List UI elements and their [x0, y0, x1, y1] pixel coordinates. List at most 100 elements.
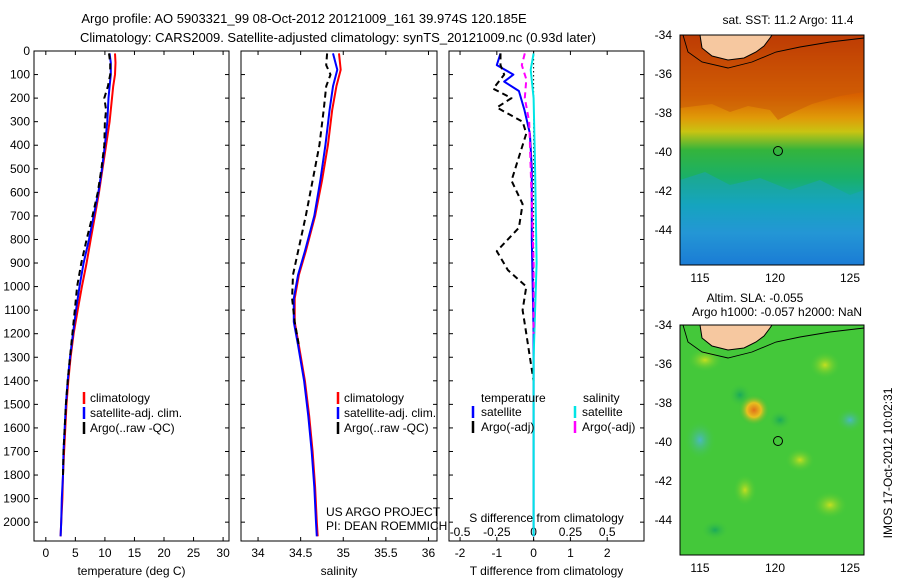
ytick-label: -44 [655, 223, 673, 237]
ytick-label: -42 [655, 474, 673, 488]
legend-label-s-satellite: satellite [582, 405, 623, 419]
ytick-label: -40 [655, 435, 673, 449]
sla-blob [687, 348, 723, 372]
ytick-label: 0 [23, 44, 30, 58]
sla-blob [809, 351, 841, 379]
sla-map-title-line2: Argo h1000: -0.057 h2000: NaN [692, 305, 862, 319]
xtick-label: 0 [42, 546, 49, 560]
sla-blob [768, 410, 792, 430]
legend-header-salinity: salinity [583, 391, 620, 405]
sla-blob [836, 408, 864, 432]
sla-blob [733, 474, 757, 506]
argo-location-marker [773, 436, 783, 446]
xtick-label: 120 [765, 561, 785, 575]
ytick-label: 900 [10, 256, 30, 270]
xtick-label: -2 [455, 546, 466, 560]
ytick-label: -34 [655, 28, 673, 42]
sla-blob [812, 491, 848, 519]
ytick-label: 500 [10, 162, 30, 176]
sst-map: sat. SST: 11.2 Argo: 11.4 -34 -36 -38 -4… [655, 13, 865, 285]
ytick-label: 1200 [3, 327, 30, 341]
project-annotation-line2: PI: DEAN ROEMMICH [326, 519, 447, 533]
ytick-label: 700 [10, 209, 30, 223]
difference-profile-plot: -2 -1 0 1 2 T difference from climatology S di… [448, 50, 645, 578]
series-line-satellite-adj-clim [59, 53, 112, 537]
ytick-label: 100 [10, 68, 30, 82]
header-line1: Argo profile: AO 5903321_99 08-Oct-2012 … [81, 11, 527, 26]
xtick-label: 125 [840, 561, 860, 575]
series-line-argo-adj [492, 53, 535, 381]
shelf-contour [682, 34, 865, 69]
sla-map-yticks: -34 -36 -38 -40 -42 -44 [655, 318, 673, 527]
ytick-label: -36 [655, 67, 673, 81]
ytick-label: 1400 [3, 374, 30, 388]
salinity-profile-plot: 34 34.5 35 35.5 36 salinity [240, 50, 438, 578]
legend-label-climatology: climatology [344, 391, 404, 405]
xtick-label: 115 [690, 271, 709, 285]
ytick-label: -34 [655, 318, 673, 332]
xtick-label: 25 [187, 546, 201, 560]
legend-label-argo: Argo(..raw -QC) [344, 421, 429, 435]
project-annotation-line1: US ARGO PROJECT [326, 505, 441, 519]
sst-map-yticks: -34 -36 -38 -40 -42 -44 [655, 28, 673, 237]
ytick-label: -42 [655, 184, 673, 198]
coastline-land [699, 34, 773, 61]
ytick-label: 1500 [3, 397, 30, 411]
ytick-label: 2000 [3, 515, 30, 529]
xtick-label: 115 [690, 561, 709, 575]
sla-map-frame [679, 324, 865, 556]
series-line-argo-raw-qc [62, 53, 112, 476]
sla-blob [701, 520, 729, 540]
shelf-contour [682, 324, 865, 359]
ytick-label: -38 [655, 396, 673, 410]
argo-location-marker [773, 146, 783, 156]
series-line-argo-adj [520, 53, 535, 334]
legend-label-satellite: satellite-adj. clim. [90, 406, 182, 420]
ytick-label: -36 [655, 357, 673, 371]
ytick-label: 1100 [4, 303, 30, 317]
xtick-label: 10 [98, 546, 112, 560]
x-axis-label: temperature (deg C) [77, 564, 185, 578]
ytick-label: 200 [10, 91, 30, 105]
coastline-land [699, 324, 773, 351]
xtick-label: 15 [128, 546, 142, 560]
xtick-label: 34.5 [289, 546, 313, 560]
ytick-label: 600 [10, 185, 30, 199]
sst-map-xticks: 115 120 125 [690, 271, 860, 285]
sla-blob [785, 448, 815, 472]
plot-frame [240, 50, 438, 542]
ytick-label: 800 [10, 232, 30, 246]
xtick-label: 34 [251, 546, 265, 560]
sla-eddy [738, 394, 770, 426]
temperature-legend: climatology satellite-adj. clim. Argo(..… [82, 391, 182, 435]
legend-label-s-argo: Argo(-adj) [582, 420, 635, 434]
salinity-legend: climatology satellite-adj. clim. Argo(..… [336, 391, 436, 435]
ytick-label: 1800 [3, 468, 30, 482]
plot-frame [33, 50, 230, 542]
xtick-label: 30 [216, 546, 230, 560]
x2tick-label: -0.5 [450, 525, 471, 539]
legend-label-argo: Argo(..raw -QC) [90, 421, 175, 435]
xtick-label: 120 [765, 271, 785, 285]
ytick-label: 1900 [3, 492, 30, 506]
xtick-label: 20 [157, 546, 171, 560]
ytick-label: 1700 [3, 444, 30, 458]
series-line-satellite [529, 53, 538, 537]
series-line-argo-raw-qc [291, 53, 332, 346]
sst-cool-patch [680, 172, 864, 265]
ytick-label: -44 [655, 513, 673, 527]
x2-axis-label: S difference from climatology [469, 511, 624, 525]
timestamp-stamp: IMOS 17-Oct-2012 10:02:31 [881, 387, 895, 538]
sst-map-title: sat. SST: 11.2 Argo: 11.4 [723, 13, 854, 27]
ytick-label: 400 [10, 138, 30, 152]
xtick-label: -1 [491, 546, 502, 560]
sla-map-xticks: 115 120 125 [690, 561, 860, 575]
sla-map: Altim. SLA: -0.055 Argo h1000: -0.057 h2… [655, 291, 865, 575]
ytick-label: 1600 [3, 421, 30, 435]
x2tick-label: -0.25 [483, 525, 511, 539]
legend-label-t-satellite: satellite [481, 405, 522, 419]
sla-blob [684, 420, 716, 460]
ytick-label: -40 [655, 145, 673, 159]
xtick-label: 0 [530, 546, 537, 560]
